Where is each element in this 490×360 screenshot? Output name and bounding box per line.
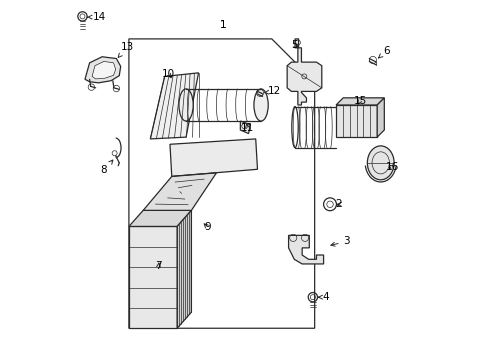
Text: 3: 3 xyxy=(331,237,350,247)
Polygon shape xyxy=(85,57,121,83)
Text: 11: 11 xyxy=(241,123,254,133)
Polygon shape xyxy=(177,210,192,328)
Polygon shape xyxy=(129,226,177,328)
Text: 2: 2 xyxy=(335,199,342,209)
Polygon shape xyxy=(170,139,258,176)
Polygon shape xyxy=(336,98,384,105)
Ellipse shape xyxy=(179,89,193,121)
Text: 7: 7 xyxy=(155,261,162,271)
Text: 8: 8 xyxy=(100,160,113,175)
Polygon shape xyxy=(150,73,198,139)
Text: 10: 10 xyxy=(162,68,175,78)
Polygon shape xyxy=(336,105,377,137)
Text: 16: 16 xyxy=(386,162,399,172)
Polygon shape xyxy=(92,62,116,79)
Text: 5: 5 xyxy=(291,40,297,50)
Text: 6: 6 xyxy=(378,46,390,58)
Polygon shape xyxy=(143,173,217,210)
Text: 14: 14 xyxy=(87,12,106,22)
Text: 4: 4 xyxy=(318,292,329,302)
Polygon shape xyxy=(241,121,250,134)
Text: 1: 1 xyxy=(220,19,227,30)
Polygon shape xyxy=(129,210,192,226)
Polygon shape xyxy=(287,39,322,105)
Ellipse shape xyxy=(254,89,268,121)
Ellipse shape xyxy=(368,146,394,180)
Text: 15: 15 xyxy=(353,96,367,106)
Polygon shape xyxy=(289,235,323,264)
Text: 12: 12 xyxy=(265,86,281,96)
Polygon shape xyxy=(377,98,384,137)
Text: 13: 13 xyxy=(118,42,134,58)
Text: 1: 1 xyxy=(220,19,227,30)
Text: 9: 9 xyxy=(204,222,211,232)
